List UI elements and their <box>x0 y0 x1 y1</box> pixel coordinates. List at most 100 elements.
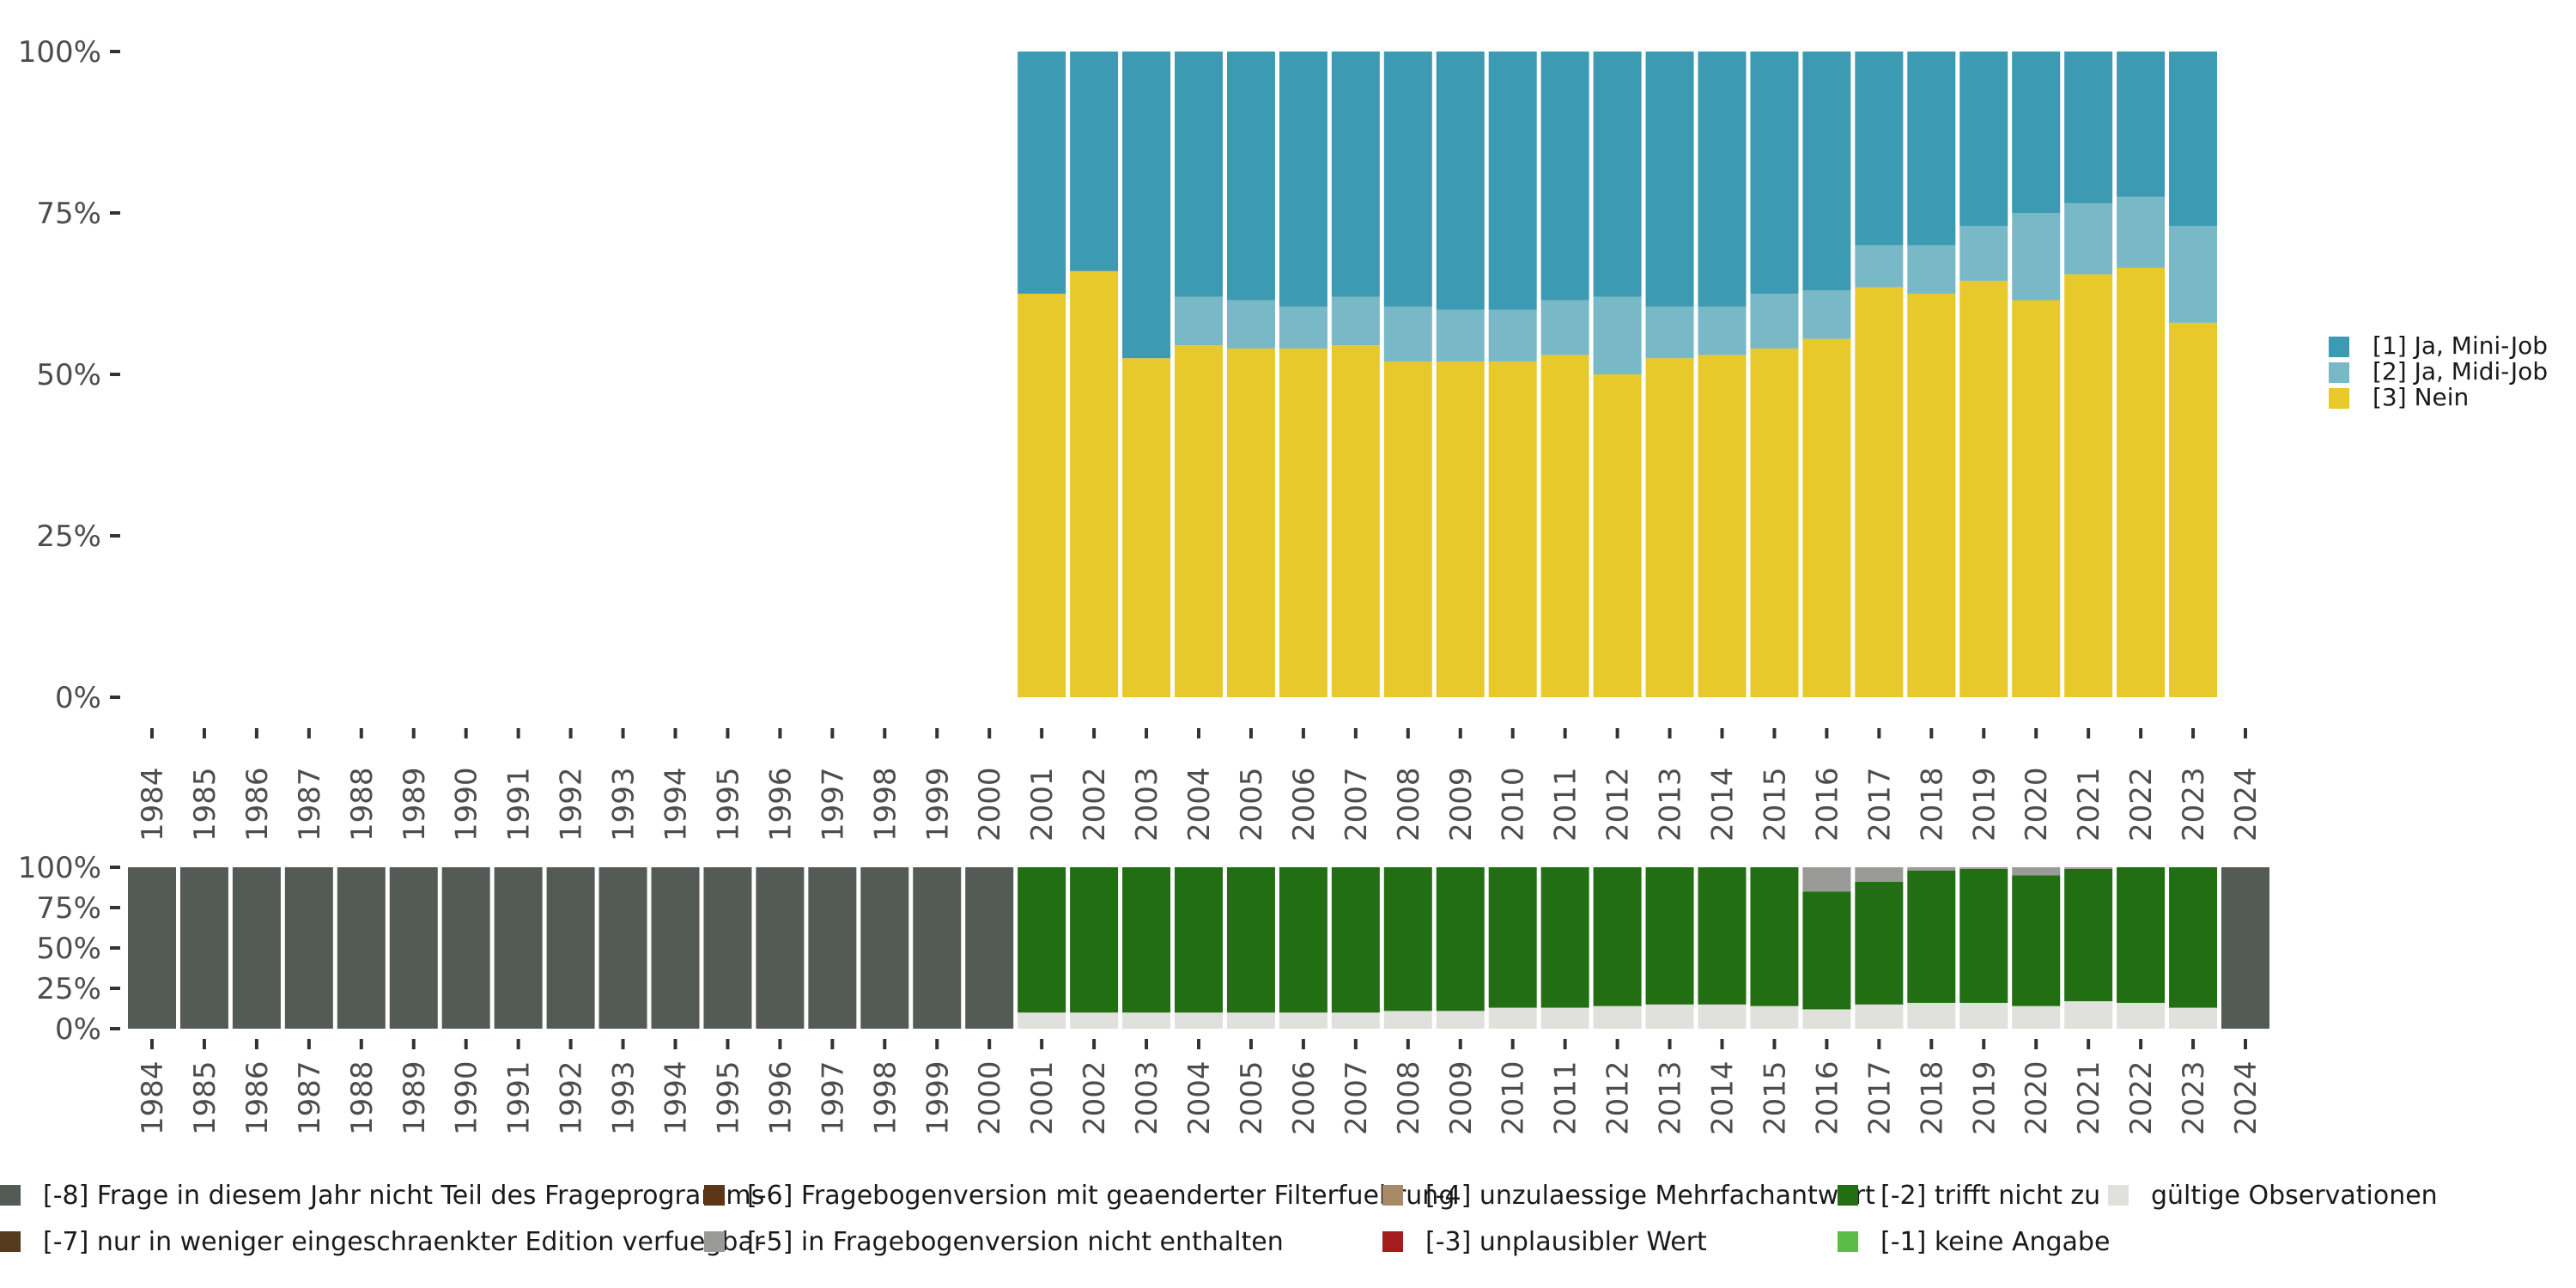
bar-segment <box>1279 348 1327 697</box>
bar-segment <box>1226 348 1275 697</box>
bar-segment <box>1959 52 2008 227</box>
x-tick-label: 2014 <box>1706 767 1741 841</box>
legend-label: [-4] unzulaessige Mehrfachantwort <box>1425 1181 1875 1211</box>
legend-swatch <box>2329 362 2349 383</box>
bar-segment <box>1959 280 2008 697</box>
x-tick-label: 2012 <box>1601 1060 1636 1135</box>
bar-segment <box>546 867 595 1029</box>
bar-segment <box>1593 374 1642 697</box>
legend-swatch <box>1382 1231 1403 1252</box>
bar-segment <box>2012 867 2061 876</box>
bar-segment <box>2169 867 2218 1008</box>
x-tick-label: 1994 <box>659 1060 694 1135</box>
bar-segment <box>1436 1011 1485 1029</box>
bar-segment <box>1645 307 1694 359</box>
bar-segment <box>1907 294 1956 697</box>
legend-bottom: [-8] Frage in diesem Jahr nicht Teil des… <box>0 1181 2438 1257</box>
bar-segment <box>1645 1004 1694 1029</box>
bar-segment <box>1855 52 1904 246</box>
bar-segment <box>1070 867 1119 1013</box>
y-tick-label: 75% <box>36 891 101 926</box>
bar-segment <box>1488 309 1537 361</box>
x-tick-label: 1984 <box>136 767 170 841</box>
bar-segment <box>1698 867 1747 1005</box>
bar-segment <box>2117 1002 2166 1029</box>
bar-segment <box>2012 875 2061 1006</box>
x-tick-label: 1986 <box>240 1060 275 1135</box>
y-tick-label: 0% <box>55 681 101 715</box>
bar-segment <box>284 867 333 1029</box>
bar-segment <box>1436 52 1485 310</box>
y-tick-label: 25% <box>36 972 101 1006</box>
bar-segment <box>1070 1012 1119 1029</box>
legend-label: [-2] trifft nicht zu <box>1880 1181 2100 1211</box>
bar-segment <box>2169 322 2218 697</box>
x-tick-label: 1988 <box>345 1060 380 1135</box>
bar-segment <box>1802 290 1851 339</box>
x-tick-label: 2013 <box>1654 767 1688 841</box>
bar-segment <box>1436 361 1485 697</box>
bar-segment <box>2221 867 2269 1029</box>
bar-segment <box>1122 1012 1171 1029</box>
x-tick-label: 2002 <box>1078 1060 1112 1135</box>
legend-swatch <box>2108 1185 2129 1206</box>
legend-label: [-3] unplausibler Wert <box>1425 1227 1707 1257</box>
x-tick-label: 1987 <box>293 1060 327 1135</box>
y-tick-label: 100% <box>18 851 101 885</box>
bar-segment <box>1175 345 1223 697</box>
bar-segment <box>1959 867 2008 869</box>
x-tick-label: 2006 <box>1287 767 1321 841</box>
bar-segment <box>232 867 281 1029</box>
x-tick-label: 1999 <box>920 1060 955 1135</box>
bar-segment <box>2169 226 2218 323</box>
legend-swatch <box>1838 1231 1858 1252</box>
x-tick-label: 1989 <box>398 767 432 841</box>
bar-segment <box>2117 52 2166 197</box>
bar-segment <box>1018 1012 1066 1029</box>
bar-segment <box>179 867 228 1029</box>
bar-segment <box>1907 52 1956 246</box>
x-tick-label: 2000 <box>973 767 1007 841</box>
bar-segment <box>1959 868 2008 1003</box>
bar-segment <box>2064 203 2113 275</box>
bar-segment <box>1802 1009 1851 1029</box>
y-tick-label: 0% <box>55 1012 101 1047</box>
bar-segment <box>1698 307 1747 355</box>
x-tick-label: 2007 <box>1340 767 1374 841</box>
x-tick-label: 2006 <box>1287 1060 1321 1135</box>
x-tick-label: 2003 <box>1130 1060 1164 1135</box>
bar-segment <box>1383 867 1432 1012</box>
bar-segment <box>1175 52 1223 297</box>
bar-segment <box>1855 1004 1904 1029</box>
x-tick-label: 1991 <box>502 767 537 841</box>
bar-segment <box>1593 867 1642 1006</box>
x-tick-label: 2012 <box>1601 767 1636 841</box>
x-tick-label: 2009 <box>1444 767 1479 841</box>
y-tick-label: 25% <box>36 519 101 554</box>
x-tick-label: 2024 <box>2229 767 2263 841</box>
legend-swatch <box>2329 337 2349 357</box>
legend-swatch <box>704 1231 725 1252</box>
x-tick-label: 2017 <box>1862 1060 1897 1135</box>
legend-swatch <box>2329 388 2349 409</box>
x-tick-label: 2011 <box>1549 767 1583 841</box>
bar-segment <box>1540 300 1589 355</box>
x-tick-label: 2023 <box>2177 1060 2211 1135</box>
bar-segment <box>756 867 805 1029</box>
bar-segment <box>1750 1005 1799 1029</box>
bar-segment <box>651 867 700 1029</box>
x-tick-label: 1995 <box>711 1060 745 1135</box>
x-tick-label: 2016 <box>1810 767 1844 841</box>
y-tick-label: 50% <box>36 358 101 392</box>
bar-segment <box>1436 309 1485 361</box>
x-tick-label: 2008 <box>1392 1060 1426 1135</box>
bar-segment <box>1488 52 1537 310</box>
bar-segment <box>1175 1012 1223 1029</box>
x-tick-label: 2019 <box>1967 1060 2002 1135</box>
bar-segment <box>2169 1007 2218 1029</box>
x-tick-label: 2005 <box>1235 1060 1269 1135</box>
x-tick-label: 1997 <box>816 767 850 841</box>
bar-segment <box>1488 361 1537 697</box>
bar-segment <box>1907 245 1956 294</box>
